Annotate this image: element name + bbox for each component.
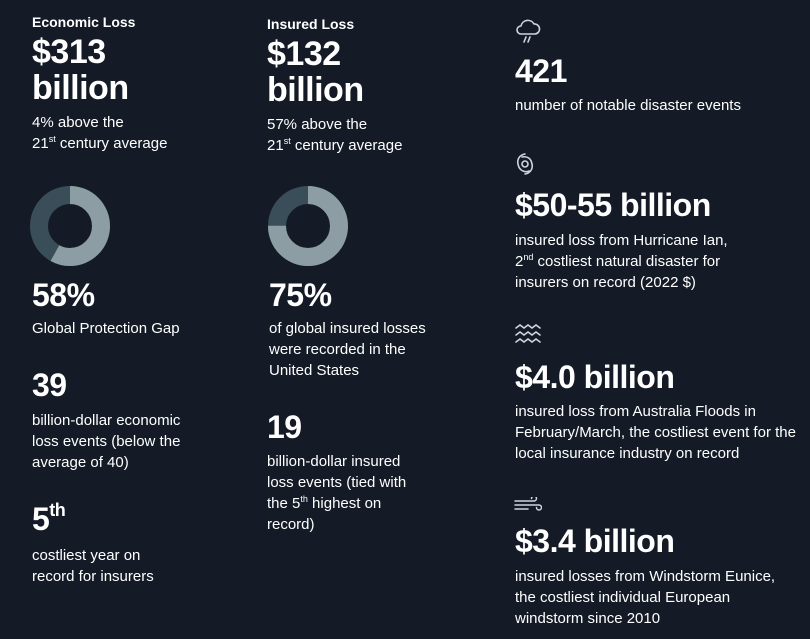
economic-events-count: 39	[32, 367, 67, 403]
disaster-events-text: number of notable disaster events	[515, 97, 741, 114]
wind-icon	[514, 497, 542, 513]
storm-cloud-icon	[514, 18, 542, 44]
australia-floods-value: $4.0 billion	[515, 359, 675, 395]
insured-events-text: billion-dollar insured loss events (tied…	[267, 453, 407, 533]
windstorm-eunice-text: insured losses from Windstorm Eunice, th…	[515, 568, 776, 627]
us-share-donut	[268, 186, 348, 266]
protection-gap-donut	[30, 186, 110, 266]
us-share-percent: 75%	[269, 277, 332, 313]
costliest-year-rank: 5th	[32, 500, 66, 537]
insured-loss-note: 57% above the 21st century average	[267, 116, 403, 154]
economic-events-text: billion-dollar economic loss events (bel…	[32, 412, 181, 471]
economic-loss-amount: $313 billion	[32, 33, 129, 107]
protection-gap-share-slice	[30, 186, 110, 266]
costliest-year-text: costliest year on record for insurers	[32, 547, 154, 585]
insured-events-count: 19	[267, 409, 302, 445]
windstorm-eunice-value: $3.4 billion	[515, 523, 675, 559]
economic-loss-heading: Economic Loss	[32, 14, 136, 30]
insured-loss-heading: Insured Loss	[267, 16, 355, 32]
hurricane-ian-value: $50-55 billion	[515, 187, 711, 223]
insured-loss-amount: $132 billion	[267, 35, 364, 109]
us-share-share-slice	[268, 186, 348, 266]
hurricane-ian-text: insured loss from Hurricane Ian, 2nd cos…	[515, 232, 728, 291]
protection-gap-label: Global Protection Gap	[32, 320, 180, 337]
hurricane-icon	[514, 150, 536, 176]
us-share-label: of global insured losses were recorded i…	[269, 320, 426, 379]
protection-gap-percent: 58%	[32, 277, 95, 313]
australia-floods-text: insured loss from Australia Floods in Fe…	[515, 403, 796, 462]
disaster-events-value: 421	[515, 53, 567, 89]
waves-icon	[514, 323, 542, 345]
economic-loss-note: 4% above the 21st century average	[32, 114, 168, 152]
